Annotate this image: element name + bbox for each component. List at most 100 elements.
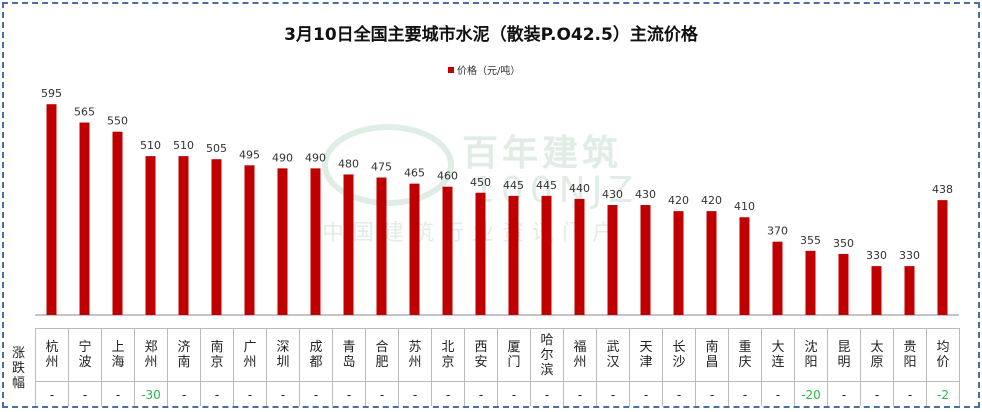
category-label: 厦门 [497,328,531,382]
chart-title: 3月10日全国主要城市水泥（散装P.O42.5）主流价格 [284,25,698,45]
category-label: 武汉 [596,328,630,382]
bar [310,168,321,315]
category-label: 郑州 [134,328,168,382]
plot-area: 595 565 550 510 510 505 495 490 490 480 475 465 460 4… [35,87,959,316]
change-value: - [893,381,927,406]
data-label: 460 [437,170,458,183]
change-value: - [431,381,465,406]
bar [244,165,255,315]
category-label: 北京 [431,328,465,382]
data-label: 465 [404,167,425,180]
change-value: - [629,381,663,406]
legend-swatch [448,66,454,73]
legend: 价格（元/吨） [448,62,520,77]
data-label: 438 [932,183,953,196]
data-label: 495 [239,148,260,161]
category-label: 青岛 [332,328,366,382]
category-label: 哈尔滨 [530,328,564,382]
category-label: 福州 [563,328,597,382]
data-label: 505 [206,142,227,155]
change-value: - [365,381,399,406]
bar [145,156,156,315]
category-label: 天津 [629,328,663,382]
bar [739,217,750,315]
category-label: 深圳 [266,328,300,382]
bar [805,250,816,315]
bar [178,156,189,315]
category-label: 苏州 [398,328,432,382]
data-label: 490 [305,151,326,164]
row-label: 涨跌幅 [11,345,25,391]
change-value: - [266,381,300,406]
change-value: - [167,381,201,406]
data-label: 445 [536,179,557,192]
category-label: 贵阳 [893,328,927,382]
change-value: - [68,381,102,406]
change-value: -30 [134,381,168,406]
data-label: 440 [569,182,590,195]
category-label: 沈阳 [794,328,828,382]
data-label: 430 [635,188,656,201]
category-label: 宁波 [68,328,102,382]
category-label: 南京 [200,328,234,382]
data-label: 445 [503,179,524,192]
change-value: - [299,381,333,406]
category-label: 重庆 [728,328,762,382]
bar [541,195,552,315]
category-label: 昆明 [827,328,861,382]
bar [706,211,717,315]
change-value: - [662,381,696,406]
change-value: - [101,381,135,406]
change-value: - [695,381,729,406]
change-value: - [596,381,630,406]
data-label: 420 [701,194,722,207]
change-value: - [827,381,861,406]
data-label: 595 [41,87,62,100]
bar [673,211,684,315]
bar [277,168,288,315]
bar [607,205,618,315]
data-label: 490 [272,151,293,164]
bar [79,122,90,315]
data-label: 480 [338,157,359,170]
bar [442,186,453,315]
bar [640,205,651,315]
legend-label: 价格（元/吨） [457,66,521,77]
category-label: 均价 [926,328,960,382]
data-label: 330 [899,249,920,262]
category-label: 太原 [860,328,894,382]
data-label: 410 [734,200,755,213]
bar [838,253,849,315]
change-value: - [464,381,498,406]
data-label: 355 [800,234,821,247]
bar [871,266,882,315]
bar [376,177,387,315]
change-value: - [530,381,564,406]
change-value: - [200,381,234,406]
category-label: 西安 [464,328,498,382]
data-label: 510 [173,139,194,152]
bar [937,200,948,315]
data-label: 550 [107,115,128,128]
change-table: 涨跌幅杭州宁波上海郑州济南南京广州深圳成都青岛合肥苏州北京西安厦门哈尔滨福州武汉… [4,328,960,406]
data-label: 450 [470,176,491,189]
change-value: - [233,381,267,406]
bar [904,266,915,315]
data-label: 370 [767,225,788,238]
category-label: 上海 [101,328,135,382]
data-label: 420 [668,194,689,207]
change-value: - [563,381,597,406]
category-label: 济南 [167,328,201,382]
category-label: 成都 [299,328,333,382]
bar [574,198,585,315]
bar [772,241,783,315]
data-label: 350 [833,237,854,250]
bar [343,174,354,315]
category-label: 南昌 [695,328,729,382]
category-label: 长沙 [662,328,696,382]
data-label: 430 [602,188,623,201]
bar [508,195,519,315]
bar [112,131,123,315]
change-value: -2 [926,381,960,406]
